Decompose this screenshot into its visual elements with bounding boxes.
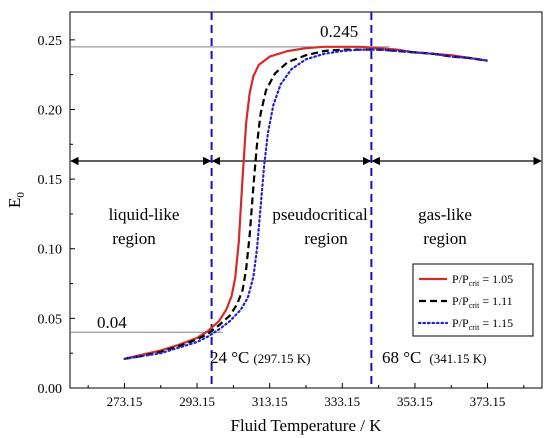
svg-text:E0: E0 bbox=[5, 192, 27, 208]
y-tick-label-2: 0.10 bbox=[38, 243, 63, 258]
series-lines bbox=[123, 45, 489, 360]
y-axis-title-main: E bbox=[5, 198, 24, 208]
y-tick-label-1: 0.05 bbox=[38, 312, 63, 327]
annotation-temp1-k: (297.15 K) bbox=[253, 351, 310, 366]
x-ticks: 273.15 293.15 313.15 333.15 353.15 373.15 bbox=[87, 383, 525, 409]
y-axis-title: E0 bbox=[5, 192, 27, 208]
y-tick-label-3: 0.15 bbox=[38, 173, 63, 188]
x-axis-title: Fluid Temperature / K bbox=[231, 416, 383, 435]
region-liquid-label-line2: region bbox=[112, 229, 156, 248]
y-axis-title-sub: 0 bbox=[15, 192, 27, 198]
legend-label-value-1: = 1.11 bbox=[479, 294, 512, 308]
legend-label-main-1: P/P bbox=[452, 294, 469, 308]
region-gas-label-line2: region bbox=[423, 229, 467, 248]
legend-label-value-0: = 1.05 bbox=[479, 272, 513, 286]
legend-label-value-2: = 1.15 bbox=[479, 316, 513, 330]
y-tick-label-4: 0.20 bbox=[38, 103, 63, 118]
legend-label-sub-0: crit bbox=[469, 279, 480, 288]
region-pseudo-label-line1: pseudocritical bbox=[272, 205, 368, 224]
region-pseudo-label-line2: region bbox=[304, 229, 348, 248]
y-tick-label-5: 0.25 bbox=[38, 34, 63, 49]
legend-entries: P/Pcrit = 1.05P/Pcrit = 1.11P/Pcrit = 1.… bbox=[417, 272, 513, 332]
legend-label-sub-1: crit bbox=[469, 301, 480, 310]
annotation-bottom-value: 0.04 bbox=[97, 313, 127, 332]
annotation-temp2: 68 °C (341.15 K) bbox=[382, 348, 486, 367]
legend-label-2: P/Pcrit = 1.15 bbox=[452, 316, 513, 332]
region-gas-label-line1: gas-like bbox=[418, 205, 472, 224]
x-tick-label-5: 373.15 bbox=[470, 394, 506, 409]
x-tick-label-0: 273.15 bbox=[107, 394, 143, 409]
annotation-temp2-main: 68 °C bbox=[382, 348, 421, 367]
series-line-2 bbox=[123, 48, 489, 360]
legend-label-1: P/Pcrit = 1.11 bbox=[452, 294, 513, 310]
legend-label-main-2: P/P bbox=[452, 316, 469, 330]
annotation-temp1: 24 °C (297.15 K) bbox=[210, 348, 310, 367]
x-tick-label-2: 313.15 bbox=[252, 394, 288, 409]
y-tick-label-0: 0.00 bbox=[38, 382, 63, 397]
x-tick-label-3: 333.15 bbox=[324, 394, 360, 409]
region-liquid-label-line1: liquid-like bbox=[109, 205, 180, 224]
legend: P/Pcrit = 1.05P/Pcrit = 1.11P/Pcrit = 1.… bbox=[412, 263, 534, 337]
legend-label-main-0: P/P bbox=[452, 272, 469, 286]
legend-label-sub-2: crit bbox=[469, 323, 480, 332]
annotation-top-value: 0.245 bbox=[320, 22, 358, 41]
y-ticks: 0.00 0.05 0.10 0.15 0.20 0.25 bbox=[38, 34, 75, 397]
x-tick-label-1: 293.15 bbox=[179, 394, 215, 409]
annotation-temp2-k: (341.15 K) bbox=[429, 351, 486, 366]
annotation-temp1-main: 24 °C bbox=[210, 348, 249, 367]
legend-label-0: P/Pcrit = 1.05 bbox=[452, 272, 513, 288]
x-tick-label-4: 353.15 bbox=[397, 394, 433, 409]
